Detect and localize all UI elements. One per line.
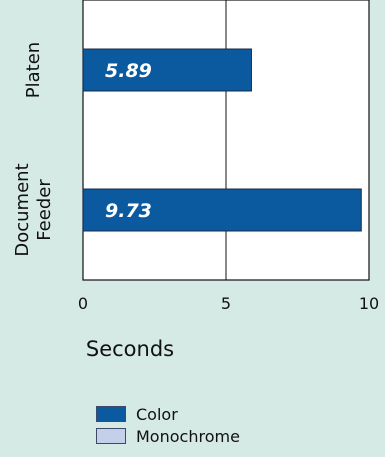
y-category-label: Document Feeder [12, 163, 55, 256]
x-axis-label: Seconds [86, 337, 174, 361]
y-category-label: Platen [23, 42, 44, 98]
legend-label-monochrome: Monochrome [136, 426, 240, 446]
legend-item-monochrome: Monochrome [96, 425, 240, 447]
legend-label-color: Color [136, 404, 178, 424]
bar-chart: 5.89 9.73 Platen Document Feeder 0 5 10 Secon… [12, 0, 379, 361]
y-category-label-line: Feeder [34, 179, 55, 241]
legend-swatch-color [96, 406, 126, 422]
bar-color [82, 188, 362, 232]
legend: Color Monochrome [96, 403, 240, 447]
bar-color [82, 48, 252, 92]
y-category-label-line: Document [12, 163, 33, 256]
bar-value-label: 9.73 [105, 200, 152, 222]
bar-value-label: 5.89 [105, 60, 152, 82]
x-tick-label: 5 [221, 294, 231, 313]
legend-item-color: Color [96, 403, 240, 425]
legend-swatch-monochrome [96, 428, 126, 444]
x-tick-label: 0 [78, 294, 88, 313]
x-tick-label: 10 [359, 294, 379, 313]
y-category-label-line: Platen [23, 42, 44, 98]
